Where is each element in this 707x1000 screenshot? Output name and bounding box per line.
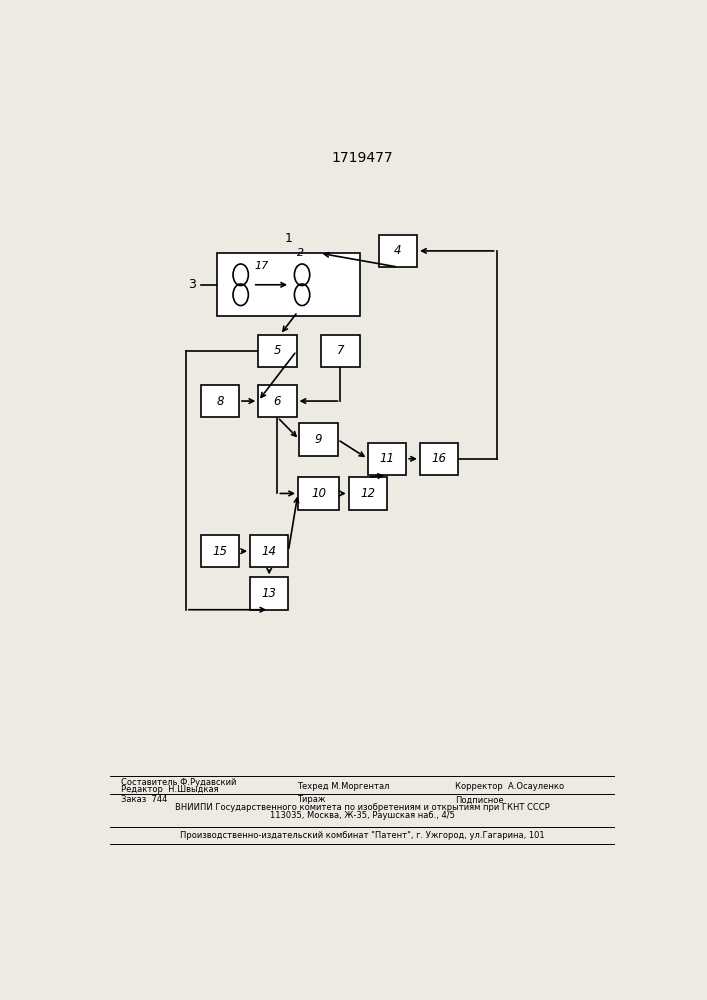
Text: 9: 9 [315,433,322,446]
Bar [299,423,338,456]
Text: 1: 1 [284,232,292,245]
Text: 13: 13 [262,587,276,600]
Bar [217,253,360,316]
Text: 8: 8 [216,395,223,408]
Text: 15: 15 [212,545,228,558]
Text: 5: 5 [274,344,281,358]
Text: 7: 7 [337,344,344,358]
Bar [298,477,339,510]
Bar [250,535,288,567]
Bar [368,443,407,475]
Text: Подписное: Подписное [455,795,504,804]
Text: 2: 2 [297,248,304,258]
Text: Техред М.Моргентал: Техред М.Моргентал [297,782,389,791]
Bar [258,335,297,367]
Text: 4: 4 [395,244,402,257]
Text: 1719477: 1719477 [332,151,393,165]
Text: 12: 12 [361,487,375,500]
Bar [349,477,387,510]
Bar [420,443,458,475]
Text: 113035, Москва, Ж-35, Раушская наб., 4/5: 113035, Москва, Ж-35, Раушская наб., 4/5 [270,811,455,820]
Text: Составитель Ф.Рудавский: Составитель Ф.Рудавский [122,778,237,787]
Text: ВНИИПИ Государственного комитета по изобретениям и открытиям при ГКНТ СССР: ВНИИПИ Государственного комитета по изоб… [175,803,550,812]
Text: 16: 16 [431,452,447,465]
Text: 6: 6 [274,395,281,408]
Bar [258,385,297,417]
Bar [250,577,288,610]
Text: Производственно-издательский комбинат "Патент", г. Ужгород, ул.Гагарина, 101: Производственно-издательский комбинат "П… [180,831,544,840]
Text: 17: 17 [255,261,269,271]
Text: 10: 10 [311,487,326,500]
Text: Заказ  744: Заказ 744 [122,795,168,804]
Text: 14: 14 [262,545,276,558]
Bar [379,235,417,267]
Bar [321,335,360,367]
Text: 3: 3 [189,278,197,291]
Text: Корректор  А.Осауленко: Корректор А.Осауленко [455,782,565,791]
Text: Редактор  Н.Швыдкая: Редактор Н.Швыдкая [122,785,219,794]
Text: Тираж: Тираж [297,795,325,804]
Text: 11: 11 [380,452,395,465]
Bar [201,535,239,567]
Bar [201,385,239,417]
